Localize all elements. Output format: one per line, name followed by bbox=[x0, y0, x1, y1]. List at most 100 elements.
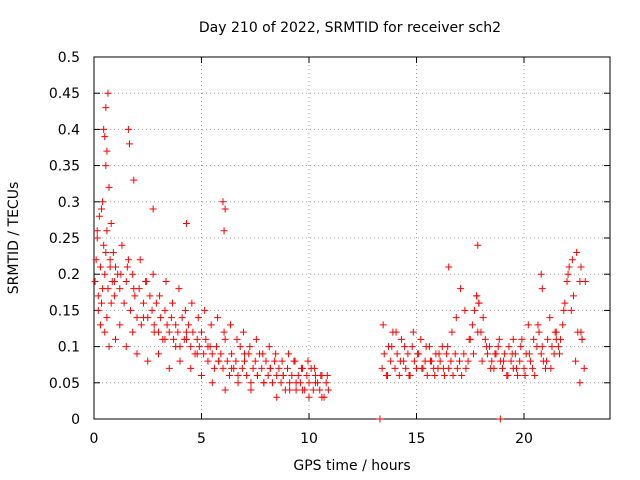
data-point bbox=[576, 379, 584, 387]
data-point bbox=[431, 372, 439, 380]
data-point bbox=[251, 357, 259, 365]
x-tick-label: 15 bbox=[408, 431, 426, 447]
data-point bbox=[395, 372, 403, 380]
y-tick-label: 0.5 bbox=[58, 50, 80, 66]
data-point bbox=[465, 335, 473, 343]
data-point bbox=[299, 386, 307, 394]
data-point bbox=[383, 372, 391, 380]
data-point bbox=[452, 314, 460, 322]
data-point bbox=[238, 364, 246, 372]
data-point bbox=[150, 321, 158, 329]
data-point bbox=[198, 328, 205, 336]
data-point bbox=[273, 372, 281, 380]
data-point bbox=[102, 104, 110, 112]
data-point bbox=[207, 321, 215, 329]
data-point bbox=[458, 372, 466, 380]
data-point bbox=[202, 335, 210, 343]
data-point bbox=[137, 321, 145, 329]
data-point bbox=[117, 270, 125, 278]
data-point bbox=[246, 343, 254, 351]
data-point bbox=[543, 357, 551, 365]
data-point bbox=[567, 306, 575, 314]
y-tick-label: 0.35 bbox=[49, 159, 80, 175]
data-point bbox=[219, 364, 227, 372]
data-point bbox=[188, 299, 196, 307]
data-point bbox=[565, 263, 573, 271]
data-point bbox=[482, 343, 490, 351]
x-axis-label: GPS time / hours bbox=[293, 458, 410, 474]
data-point bbox=[410, 357, 418, 365]
data-point bbox=[139, 299, 147, 307]
data-point bbox=[175, 285, 183, 293]
data-point bbox=[449, 372, 457, 380]
plot-frame bbox=[93, 56, 611, 420]
data-point bbox=[316, 386, 324, 394]
data-point bbox=[559, 321, 567, 329]
data-point bbox=[149, 205, 157, 213]
x-tick-label: 5 bbox=[197, 431, 206, 447]
data-point bbox=[444, 343, 452, 351]
data-point bbox=[123, 263, 131, 271]
data-point bbox=[318, 393, 326, 401]
data-point bbox=[265, 343, 273, 351]
data-point bbox=[107, 299, 115, 307]
data-point bbox=[479, 314, 487, 322]
data-point bbox=[473, 292, 481, 300]
x-tick-labels: 0 5 10 15 20 bbox=[90, 431, 533, 447]
data-point bbox=[577, 263, 585, 271]
data-point bbox=[118, 241, 126, 249]
y-tick-label: 0.45 bbox=[49, 86, 80, 102]
data-point bbox=[105, 183, 113, 191]
data-point bbox=[130, 285, 138, 293]
data-point bbox=[537, 270, 545, 278]
data-point bbox=[525, 350, 533, 358]
data-point bbox=[561, 299, 569, 307]
data-point bbox=[253, 372, 261, 380]
data-point bbox=[232, 357, 240, 365]
data-point bbox=[220, 227, 228, 235]
data-point bbox=[136, 256, 144, 264]
data-point bbox=[292, 386, 300, 394]
data-point bbox=[495, 335, 503, 343]
data-point bbox=[478, 357, 486, 365]
data-point bbox=[509, 335, 517, 343]
data-point bbox=[310, 364, 318, 372]
data-point bbox=[102, 162, 110, 170]
data-point bbox=[409, 328, 417, 336]
data-point bbox=[436, 357, 444, 365]
data-point bbox=[239, 328, 247, 336]
data-point bbox=[530, 335, 538, 343]
data-point bbox=[534, 321, 542, 329]
data-point bbox=[139, 314, 147, 322]
data-point bbox=[404, 350, 412, 358]
data-point bbox=[198, 372, 205, 380]
data-point bbox=[563, 277, 571, 285]
data-point bbox=[221, 335, 229, 343]
data-point bbox=[96, 263, 104, 271]
data-point bbox=[488, 357, 496, 365]
data-point bbox=[284, 364, 291, 372]
data-point bbox=[110, 277, 118, 285]
data-point bbox=[95, 212, 103, 220]
data-point bbox=[172, 343, 180, 351]
data-point bbox=[288, 372, 296, 380]
data-point bbox=[260, 379, 268, 387]
data-point bbox=[156, 292, 164, 300]
data-point bbox=[129, 328, 137, 336]
data-point bbox=[264, 372, 272, 380]
data-point bbox=[555, 350, 563, 358]
data-point bbox=[292, 379, 300, 387]
data-point bbox=[544, 335, 552, 343]
data-point bbox=[204, 357, 212, 365]
data-point bbox=[266, 364, 274, 372]
data-point bbox=[440, 372, 448, 380]
y-axis-label: SRMTID / TECUs bbox=[6, 182, 22, 295]
data-point bbox=[521, 372, 529, 380]
data-point bbox=[456, 357, 463, 365]
data-point bbox=[185, 321, 193, 329]
data-point bbox=[120, 299, 128, 307]
data-point bbox=[152, 299, 160, 307]
data-point bbox=[324, 386, 332, 394]
data-point bbox=[176, 357, 184, 365]
